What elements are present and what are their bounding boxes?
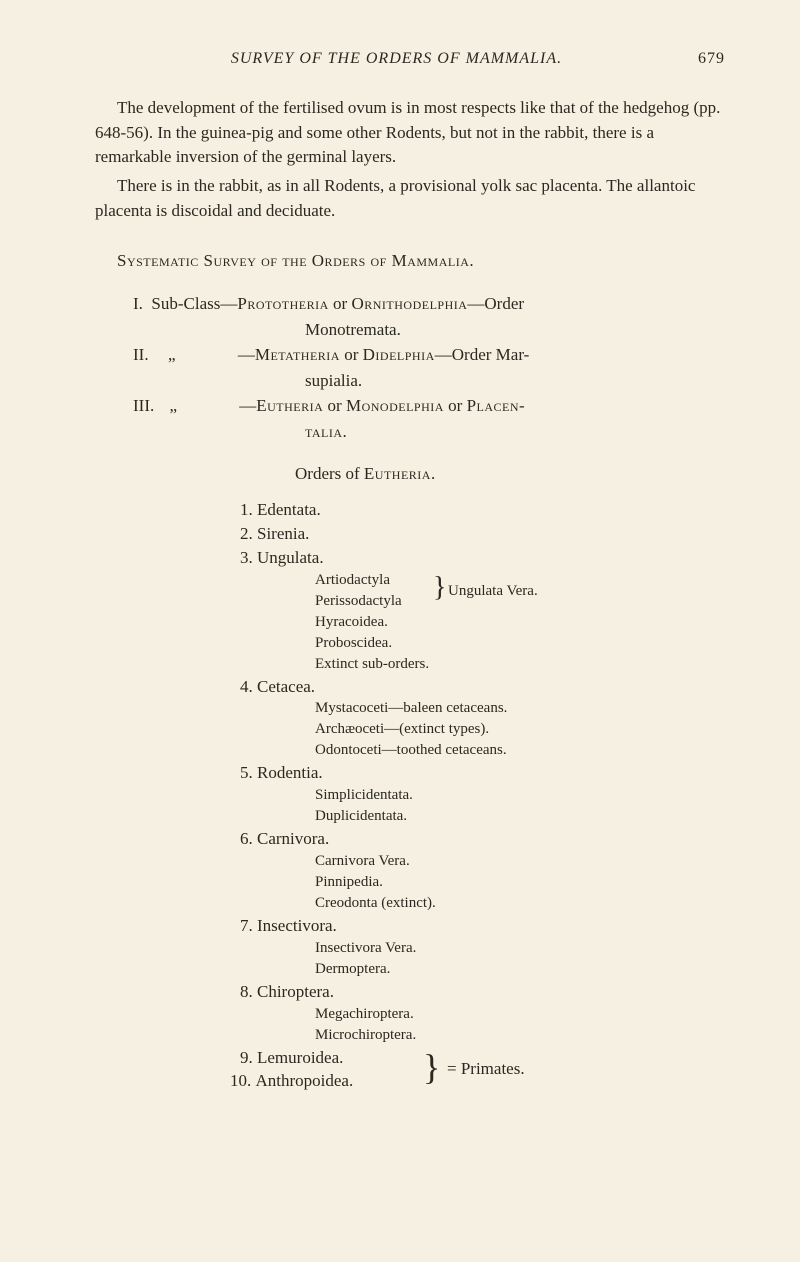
primates-brace-icon: } bbox=[423, 1046, 440, 1088]
num-5: 5. bbox=[240, 763, 253, 782]
duplicidentata: Duplicidentata. bbox=[95, 806, 725, 827]
name-9: Lemuroidea. bbox=[257, 1048, 343, 1067]
or-3: or bbox=[323, 396, 346, 415]
num-8: 8. bbox=[240, 982, 253, 1001]
paragraph-1: The development of the fertilised ovum i… bbox=[95, 96, 725, 170]
subclass-2: II. „ —Metatheria or Didelphia—Order Mar… bbox=[95, 342, 725, 368]
orders-heading: Orders of Eutheria. bbox=[95, 464, 725, 484]
ungulata-brace: Artiodactyla } Ungulata Vera. bbox=[95, 570, 725, 591]
subclass-label: Sub-Class— bbox=[151, 294, 237, 313]
page-header: SURVEY OF THE ORDERS OF MAMMALIA. 679 bbox=[95, 50, 725, 68]
hyracoidea: Hyracoidea. bbox=[95, 612, 725, 633]
eutheria: Eutheria bbox=[256, 396, 323, 415]
dash-2: — bbox=[239, 396, 256, 415]
subclass-1: I. Sub-Class—Prototheria or Ornithodelph… bbox=[95, 291, 725, 317]
num-10: 10. bbox=[230, 1071, 251, 1090]
num-9: 9. bbox=[240, 1048, 253, 1067]
order-4: 4. Cetacea. bbox=[95, 675, 725, 699]
num-1: 1. bbox=[240, 500, 253, 519]
order-6: 6. Carnivora. bbox=[95, 827, 725, 851]
artiodactyla: Artiodactyla bbox=[315, 572, 390, 588]
name-2: Sirenia. bbox=[257, 524, 309, 543]
num-6: 6. bbox=[240, 829, 253, 848]
order-7: 7. Insectivora. bbox=[95, 914, 725, 938]
roman-2: II. bbox=[133, 345, 149, 364]
ungulata-vera: Ungulata Vera. bbox=[448, 581, 538, 602]
header-title: SURVEY OF THE ORDERS OF MAMMALIA. bbox=[231, 50, 562, 67]
proboscidea: Proboscidea. bbox=[95, 633, 725, 654]
extinct-sub: Extinct sub-orders. bbox=[95, 654, 725, 675]
monodelphia: Monodelphia bbox=[346, 396, 444, 415]
heading-text: Systematic Survey of the Orders of Mamma… bbox=[117, 251, 474, 270]
order-8: 8. Chiroptera. bbox=[95, 980, 725, 1004]
or-2: or bbox=[340, 345, 363, 364]
prototheria: Prototheria bbox=[237, 294, 328, 313]
num-3: 3. bbox=[240, 548, 253, 567]
dash-1: — bbox=[238, 345, 255, 364]
systematic-heading: Systematic Survey of the Orders of Mamma… bbox=[95, 251, 725, 271]
placentalia-1: Placen- bbox=[467, 396, 526, 415]
num-4: 4. bbox=[240, 677, 253, 696]
ditto-1: „ bbox=[153, 342, 221, 368]
perissodactyla: Perissodactyla bbox=[95, 591, 725, 612]
creodonta: Creodonta (extinct). bbox=[95, 893, 725, 914]
order-1: 1. Edentata. bbox=[95, 498, 725, 522]
microchiroptera: Microchiroptera. bbox=[95, 1025, 725, 1046]
megachiroptera: Megachiroptera. bbox=[95, 1004, 725, 1025]
orders-heading-text: Orders of bbox=[295, 464, 364, 483]
order-5: 5. Rodentia. bbox=[95, 761, 725, 785]
metatheria: Metatheria bbox=[255, 345, 340, 364]
or-4: or bbox=[444, 396, 467, 415]
name-7: Insectivora. bbox=[257, 916, 337, 935]
brace-icon: } bbox=[433, 568, 446, 607]
name-4: Cetacea. bbox=[257, 677, 315, 696]
archaeoceti: Archæoceti—(extinct types). bbox=[95, 719, 725, 740]
insectivora-vera: Insectivora Vera. bbox=[95, 938, 725, 959]
order-2: —Order Mar- bbox=[435, 345, 530, 364]
page-number: 679 bbox=[698, 50, 725, 68]
odontoceti: Odontoceti—toothed cetaceans. bbox=[95, 740, 725, 761]
mystacoceti: Mystacoceti—baleen cetaceans. bbox=[95, 698, 725, 719]
ditto-2: „ bbox=[154, 393, 222, 419]
page-container: SURVEY OF THE ORDERS OF MAMMALIA. 679 Th… bbox=[0, 0, 800, 1133]
dermoptera: Dermoptera. bbox=[95, 959, 725, 980]
name-3: Ungulata. bbox=[257, 548, 324, 567]
name-8: Chiroptera. bbox=[257, 982, 334, 1001]
subclass-3: III.„ —Eutheria or Monodelphia or Placen… bbox=[95, 393, 725, 419]
roman-1: I. bbox=[133, 294, 143, 313]
order-3: 3. Ungulata. bbox=[95, 546, 725, 570]
ornithodelphia: Ornithodelphia bbox=[351, 294, 467, 313]
orders-heading-sc: Eutheria. bbox=[364, 464, 436, 483]
name-6: Carnivora. bbox=[257, 829, 329, 848]
name-1: Edentata. bbox=[257, 500, 321, 519]
subclass-2-cont: supialia. bbox=[95, 368, 725, 394]
talia: talia. bbox=[305, 422, 347, 441]
paragraph-2: There is in the rabbit, as in all Rodent… bbox=[95, 174, 725, 223]
simplicidentata: Simplicidentata. bbox=[95, 785, 725, 806]
primates-block: 9. Lemuroidea. 10. Anthropoidea. } = Pri… bbox=[95, 1046, 725, 1094]
subclass-3-cont: talia. bbox=[95, 419, 725, 445]
subclass-1-cont: Monotremata. bbox=[95, 317, 725, 343]
pinnipedia: Pinnipedia. bbox=[95, 872, 725, 893]
didelphia: Didelphia bbox=[363, 345, 435, 364]
carnivora-vera: Carnivora Vera. bbox=[95, 851, 725, 872]
name-5: Rodentia. bbox=[257, 763, 323, 782]
roman-3: III. bbox=[133, 396, 154, 415]
name-10: Anthropoidea. bbox=[256, 1071, 354, 1090]
order-1: —Order bbox=[467, 294, 524, 313]
num-7: 7. bbox=[240, 916, 253, 935]
primates-text: = Primates. bbox=[447, 1059, 525, 1079]
or-1: or bbox=[329, 294, 352, 313]
num-2: 2. bbox=[240, 524, 253, 543]
order-2: 2. Sirenia. bbox=[95, 522, 725, 546]
